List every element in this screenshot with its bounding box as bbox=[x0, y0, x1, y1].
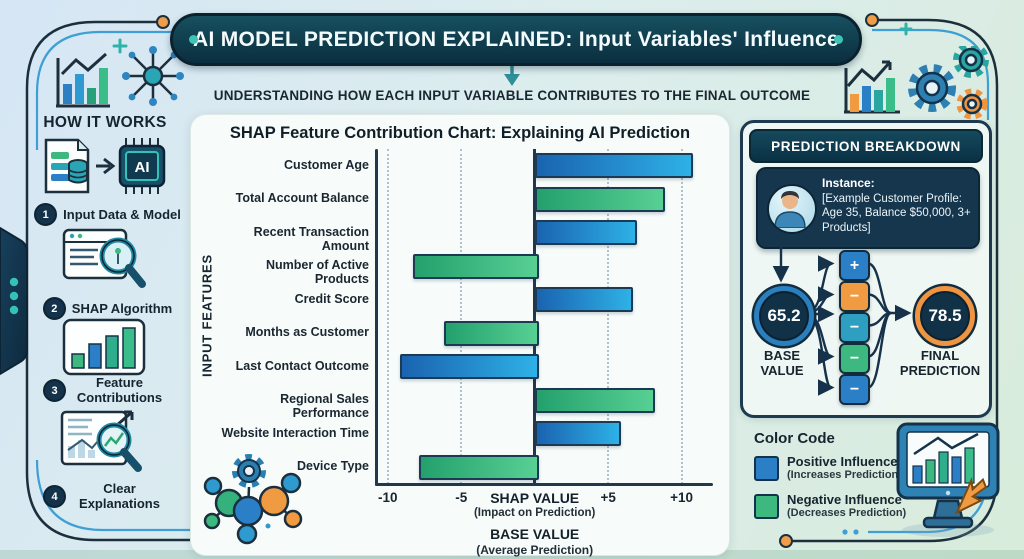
x-tick-label: +5 bbox=[600, 490, 616, 505]
shap-bar bbox=[534, 186, 666, 212]
shap-bar bbox=[534, 287, 633, 313]
category-label: Website Interaction Time bbox=[221, 425, 370, 440]
banner-dot-left bbox=[189, 35, 198, 44]
category-label: Regional Sales Performance bbox=[280, 392, 369, 421]
trend-chart-icon bbox=[844, 60, 900, 114]
gridline bbox=[460, 149, 463, 484]
ai-chip-icon: AI bbox=[118, 138, 166, 194]
positive-label: Positive Influence bbox=[787, 454, 898, 469]
base-value-circle: 65.2 bbox=[754, 286, 814, 346]
doc-magnifier-trend-icon bbox=[60, 410, 142, 472]
molecule-icon bbox=[203, 454, 303, 545]
positive-sub: (Increases Prediction) bbox=[787, 469, 902, 482]
step-2-badge: 2 bbox=[42, 297, 66, 320]
zero-axis-line bbox=[533, 149, 537, 484]
gear-icon bbox=[953, 46, 989, 78]
banner-dot-right bbox=[834, 35, 843, 44]
gear-icon bbox=[956, 88, 988, 120]
how-it-works-heading: HOW IT WORKS bbox=[43, 114, 167, 131]
bar-chart-icon bbox=[56, 52, 110, 108]
x-tick-label: +10 bbox=[670, 490, 694, 505]
contribution-sign-square: − bbox=[839, 312, 870, 343]
negative-swatch bbox=[754, 494, 779, 519]
y-axis-label: INPUT FEATURES bbox=[199, 254, 215, 377]
contribution-sign-square: − bbox=[839, 281, 870, 312]
shap-chart-card: SHAP Feature Contribution Chart: Explain… bbox=[190, 114, 730, 557]
negative-label: Negative Influence bbox=[787, 492, 902, 507]
prediction-breakdown-panel: PREDICTION BREAKDOWN Instance: [Example … bbox=[740, 120, 992, 418]
base-value-title: BASE VALUE bbox=[490, 526, 580, 542]
step-3: 3 Feature Contributions bbox=[40, 375, 170, 406]
shap-plot: SHAP VALUE (Impact on Prediction) BASE V… bbox=[375, 149, 713, 557]
chart-title: SHAP Feature Contribution Chart: Explain… bbox=[229, 124, 691, 142]
category-label: Customer Age bbox=[284, 157, 369, 172]
shap-bar bbox=[534, 220, 638, 246]
shap-bar bbox=[534, 421, 621, 447]
category-label: Last Contact Outcome bbox=[235, 358, 369, 373]
x-tick-label: -10 bbox=[377, 490, 398, 505]
bars-box-icon bbox=[62, 318, 146, 376]
shap-bar bbox=[534, 387, 655, 413]
gridline bbox=[607, 149, 610, 484]
shap-bar bbox=[534, 153, 693, 179]
shap-bar bbox=[399, 354, 539, 380]
category-label: Number of Active Products bbox=[265, 258, 369, 287]
step-4-label: Clear Explanations bbox=[79, 481, 160, 511]
document-database-icon: AI bbox=[44, 138, 166, 194]
gridline bbox=[680, 149, 683, 484]
topleft-icons bbox=[56, 46, 184, 108]
title-banner: AI MODEL PREDICTION EXPLAINED: Input Var… bbox=[170, 13, 862, 66]
contribution-sign-square: − bbox=[839, 343, 870, 374]
step-3-badge: 3 bbox=[43, 379, 66, 403]
monitor-chart-icon bbox=[896, 422, 1000, 537]
x-tick-label: -5 bbox=[455, 490, 468, 505]
category-label: Recent Transaction Amount bbox=[253, 224, 369, 253]
step-1-label: Input Data & Model bbox=[63, 207, 181, 222]
shap-bar bbox=[412, 253, 539, 279]
legend-item-negative: Negative Influence (Decreases Prediction… bbox=[754, 492, 907, 520]
database-icon bbox=[68, 159, 88, 184]
contribution-sign-square: − bbox=[839, 374, 870, 405]
category-label: Months as Customer bbox=[245, 325, 369, 340]
base-value-label: BASE VALUE bbox=[760, 348, 804, 378]
y-axis-line bbox=[375, 149, 378, 486]
shap-bar bbox=[418, 454, 539, 480]
topright-icons bbox=[844, 46, 989, 120]
svg-text:AI: AI bbox=[135, 159, 150, 176]
step-3-label: Feature Contributions bbox=[76, 375, 163, 405]
final-prediction-label: FINAL PREDICTION bbox=[899, 348, 981, 378]
step-4-badge: 4 bbox=[43, 485, 66, 509]
step-2-label: SHAP Algorithm bbox=[71, 301, 173, 316]
gear-icon bbox=[232, 454, 266, 488]
x-axis-subtitle: (Impact on Prediction) bbox=[473, 507, 596, 519]
final-prediction-circle: 78.5 bbox=[915, 286, 975, 346]
category-label: Total Account Balance bbox=[235, 191, 369, 206]
gridline bbox=[386, 149, 389, 484]
legend-item-positive: Positive Influence (Increases Prediction… bbox=[754, 454, 902, 482]
page-title: AI MODEL PREDICTION EXPLAINED: Input Var… bbox=[193, 27, 839, 51]
step-1: 1 Input Data & Model bbox=[25, 203, 190, 226]
category-labels: Customer Age Total Account Balance Recent … bbox=[217, 149, 370, 484]
x-axis-title: SHAP VALUE bbox=[490, 490, 580, 506]
step-4: 4 Clear Explanations bbox=[40, 481, 170, 512]
positive-swatch bbox=[754, 456, 779, 481]
category-label: Credit Score bbox=[294, 291, 369, 306]
step-1-badge: 1 bbox=[34, 203, 58, 226]
step-2: 2 SHAP Algorithm bbox=[25, 297, 190, 320]
shap-bar bbox=[443, 320, 539, 346]
contribution-sign-square: + bbox=[839, 250, 870, 281]
window-magnifier-icon bbox=[62, 228, 146, 288]
gear-icon bbox=[908, 64, 956, 112]
negative-sub: (Decreases Prediction) bbox=[787, 507, 907, 520]
arrow-right-icon bbox=[96, 157, 116, 175]
x-axis-line bbox=[375, 483, 713, 486]
base-value-subtitle: (Average Prediction) bbox=[476, 543, 594, 557]
